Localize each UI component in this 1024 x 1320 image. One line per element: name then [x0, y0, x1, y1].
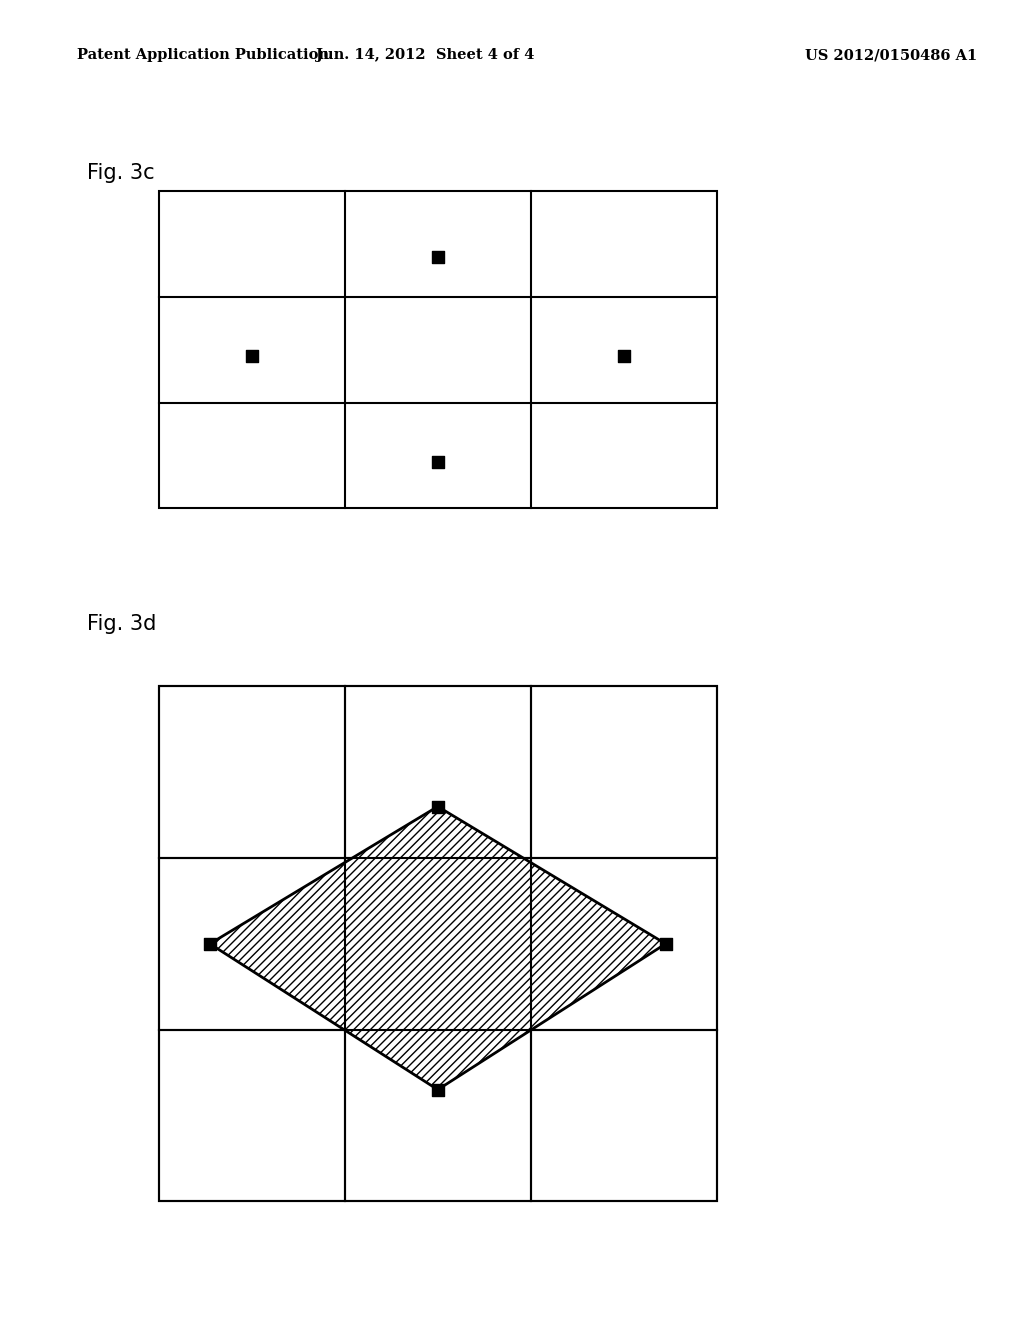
Text: US 2012/0150486 A1: US 2012/0150486 A1 [805, 49, 977, 62]
Point [244, 346, 260, 367]
Text: Fig. 3c: Fig. 3c [87, 162, 155, 183]
Text: Patent Application Publication: Patent Application Publication [77, 49, 329, 62]
Bar [159, 191, 717, 508]
Bar [159, 686, 717, 1201]
Point [615, 346, 632, 367]
Point [430, 451, 446, 473]
Point [657, 933, 674, 954]
Bar [159, 686, 717, 1201]
Point [430, 1080, 446, 1101]
Point [430, 796, 446, 817]
Point [202, 933, 218, 954]
Text: Fig. 3d: Fig. 3d [87, 614, 157, 635]
Polygon shape [210, 807, 666, 1090]
Text: Jun. 14, 2012  Sheet 4 of 4: Jun. 14, 2012 Sheet 4 of 4 [315, 49, 535, 62]
Point [430, 247, 446, 268]
